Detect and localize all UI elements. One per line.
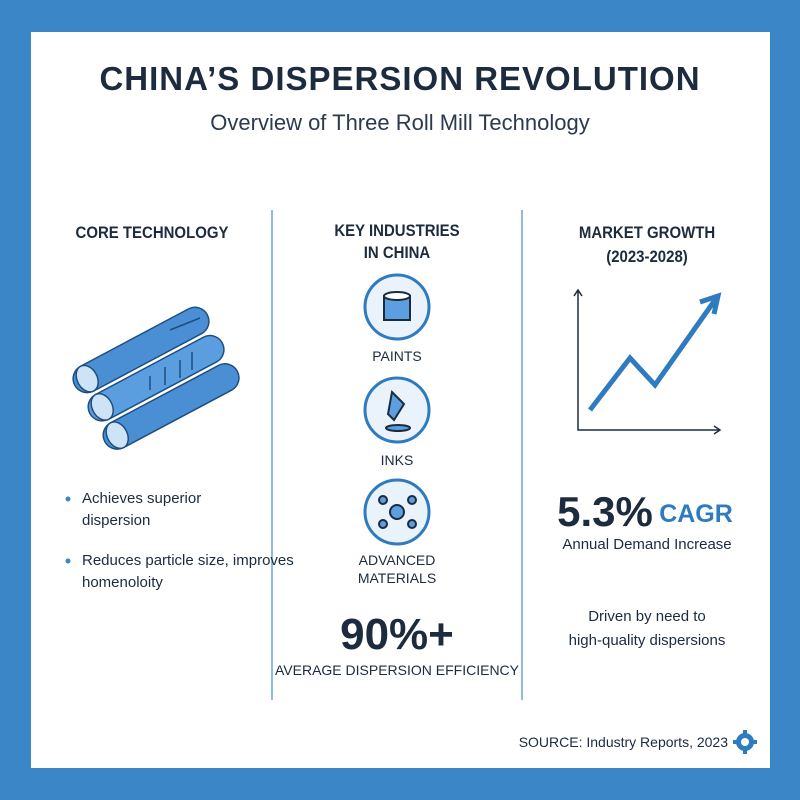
gear-icon: [733, 730, 757, 754]
bullet: [65, 496, 71, 502]
source: SOURCE: Industry Reports, 2023: [518, 734, 728, 750]
title: CHINA’S DISPERSION REVOLUTION: [99, 60, 701, 97]
growth-chart: [573, 288, 722, 435]
heading: IN CHINA: [363, 243, 431, 262]
note: Driven by need to: [588, 608, 706, 625]
bullet-text: dispersion: [82, 512, 151, 529]
industry-label: PAINTS: [372, 348, 422, 364]
bullet-text: Achieves superior: [82, 490, 202, 507]
roller-illustration: [72, 306, 240, 450]
heading: KEY INDUSTRIES: [334, 221, 460, 240]
stat-label: Annual Demand Increase: [562, 536, 732, 553]
subtitle: Overview of Three Roll Mill Technology: [210, 110, 590, 135]
heading: (2023-2028): [606, 247, 688, 266]
industry-label: ADVANCED: [358, 552, 436, 568]
note: high-quality dispersions: [568, 632, 726, 649]
heading: CORE TECHNOLOGY: [75, 223, 229, 242]
bullet-text: Reduces particle size, improves: [82, 552, 294, 569]
stat-label: AVERAGE DISPERSION EFFICIENCY: [274, 662, 520, 678]
bullet-text: homenoloity: [82, 574, 163, 591]
stat: 5.3%: [557, 488, 653, 535]
stat: 90%+: [340, 610, 454, 659]
bullet: [65, 558, 71, 564]
icon-art: [378, 291, 417, 529]
industry-label: MATERIALS: [357, 570, 437, 586]
heading: MARKET GROWTH: [578, 223, 716, 242]
stat-unit: CAGR: [659, 500, 733, 528]
industry-label: INKS: [380, 452, 414, 468]
